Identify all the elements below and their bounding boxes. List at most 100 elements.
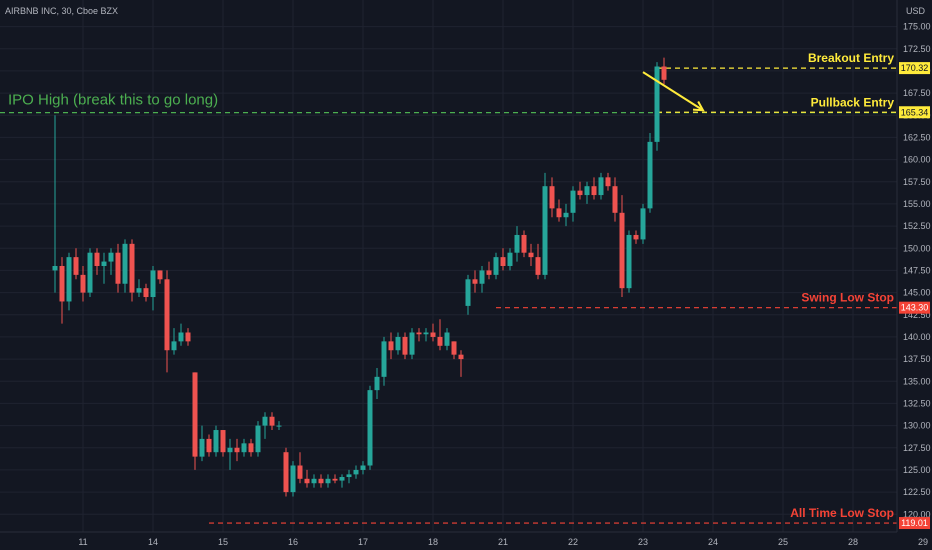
level-label: All Time Low Stop	[790, 506, 894, 520]
candle-up	[325, 478, 331, 484]
y-tick-label: 122.50	[903, 487, 931, 497]
candle-down	[143, 288, 149, 298]
price-tag	[899, 106, 930, 119]
candle-down	[633, 234, 639, 240]
candle-down	[73, 257, 79, 275]
candle-up	[465, 279, 471, 306]
time-axis: 11 14 15 16 17 18 21 22 23 24 25 28 29	[78, 537, 928, 547]
ipo-level-label: IPO High (break this to go long)	[8, 92, 218, 109]
candle-down	[115, 252, 121, 284]
candle-up	[108, 252, 114, 262]
candle-up	[360, 465, 366, 470]
y-tick-label: 147.50	[903, 265, 931, 275]
annotations	[642, 71, 705, 112]
candle-down	[549, 186, 555, 209]
candle-up	[199, 438, 205, 457]
candle-down	[164, 279, 170, 351]
candle-up	[255, 425, 261, 453]
candle-down	[486, 270, 492, 275]
candle-up	[626, 234, 632, 289]
y-tick-label: 160.00	[903, 155, 931, 165]
price-axis-background[interactable]	[897, 0, 932, 550]
price-tag-label: 143.30	[901, 303, 929, 313]
candle-down	[304, 478, 310, 484]
candle-down	[430, 332, 436, 337]
arrow-shaft	[642, 71, 704, 112]
y-tick-label: 152.50	[903, 221, 931, 231]
candle-down	[402, 336, 408, 355]
candle-up	[178, 332, 184, 342]
price-tag	[899, 301, 930, 314]
y-tick-label: 135.00	[903, 376, 931, 386]
candle-up	[654, 66, 660, 142]
candle-up	[514, 234, 520, 253]
candle-up	[395, 336, 401, 351]
candle-down	[556, 208, 562, 218]
x-tick-label: 23	[638, 537, 648, 547]
y-tick-label: 142.50	[903, 310, 931, 320]
candle-down	[248, 443, 254, 453]
candle-down	[661, 66, 667, 80]
candle-up	[101, 261, 107, 266]
y-tick-label: 172.50	[903, 44, 931, 54]
candle-up	[640, 208, 646, 240]
currency-label: USD	[906, 6, 926, 16]
candle-down	[94, 252, 100, 266]
level-label: Swing Low Stop	[801, 291, 894, 305]
candle-down	[451, 341, 457, 355]
x-tick-label: 25	[778, 537, 788, 547]
symbol-label: AIRBNB INC, 30, Cboe BZX	[5, 6, 118, 16]
candle-up	[444, 332, 450, 346]
candle-down	[612, 186, 618, 213]
candle-up	[150, 270, 156, 298]
x-tick-label: 14	[148, 537, 158, 547]
y-tick-label: 150.00	[903, 243, 931, 253]
x-tick-label: 24	[708, 537, 718, 547]
arrow-head	[692, 101, 705, 112]
candle-up	[493, 257, 499, 275]
y-tick-label: 132.50	[903, 398, 931, 408]
candle-down	[388, 341, 394, 351]
y-tick-label: 145.00	[903, 288, 931, 298]
candle-down	[535, 257, 541, 275]
candle-up	[647, 141, 653, 209]
candle-down	[206, 438, 212, 453]
candle-up	[241, 443, 247, 453]
x-tick-label: 22	[568, 537, 578, 547]
candle-down	[577, 190, 583, 196]
candle-down	[437, 336, 443, 346]
y-tick-label: 140.00	[903, 332, 931, 342]
x-tick-label: 15	[218, 537, 228, 547]
candle-up	[570, 190, 576, 213]
candle-up	[542, 186, 548, 275]
candle-up	[346, 474, 352, 478]
candle-down	[591, 186, 597, 196]
candle-down	[500, 257, 506, 266]
candle-up	[423, 332, 429, 335]
candle-down	[458, 354, 464, 360]
candle-up	[52, 266, 58, 271]
candle-up	[381, 341, 387, 377]
x-tick-label: 21	[498, 537, 508, 547]
candle-up	[409, 332, 415, 355]
price-tag	[899, 62, 930, 75]
candle-up	[290, 465, 296, 493]
candle-down	[220, 430, 226, 453]
level-label: Breakout Entry	[808, 51, 894, 65]
price-tag-label: 170.32	[901, 63, 929, 73]
candle-up	[87, 252, 93, 293]
price-tag	[899, 517, 930, 530]
candle-up	[213, 430, 219, 453]
candle-down	[521, 234, 527, 253]
candle-down	[157, 270, 163, 280]
candle-down	[185, 332, 191, 342]
candle-down	[332, 478, 338, 481]
price-tag-label: 165.34	[901, 107, 929, 117]
candle-down	[472, 279, 478, 284]
candle-down	[129, 243, 135, 293]
candle-down	[528, 252, 534, 258]
candle-up	[507, 252, 513, 266]
y-tick-label: 127.50	[903, 443, 931, 453]
